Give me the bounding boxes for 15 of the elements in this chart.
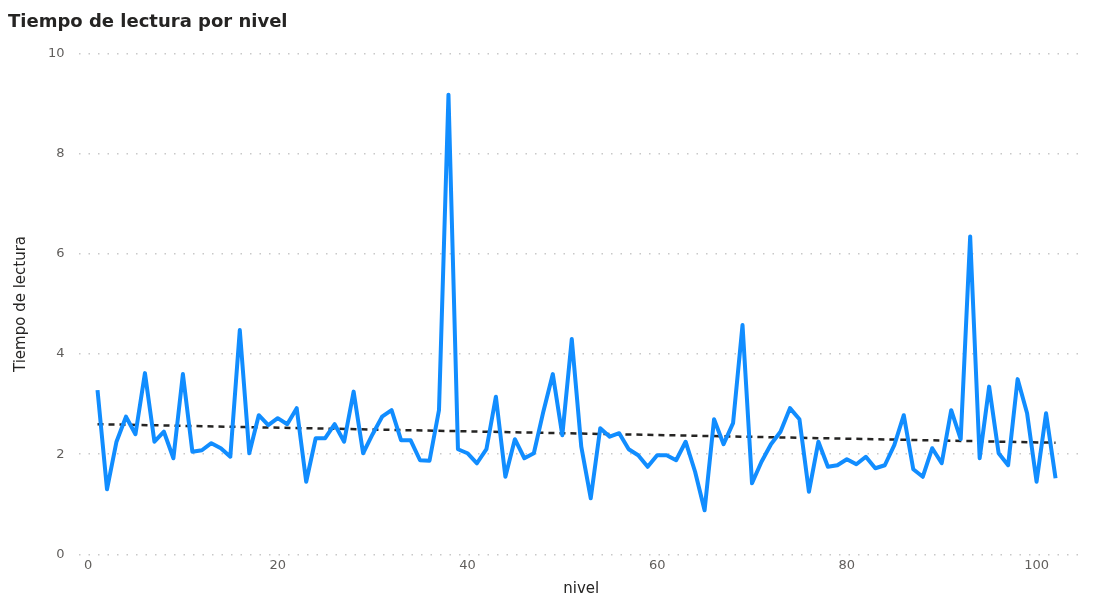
x-tick-label: 80 xyxy=(838,556,856,572)
x-tick-label: 20 xyxy=(269,556,287,572)
y-tick-label: 4 xyxy=(56,345,65,361)
y-tick-label: 10 xyxy=(48,44,65,60)
y-tick-label: 0 xyxy=(56,545,65,561)
y-tick-label: 6 xyxy=(56,245,65,261)
y-tick-label: 2 xyxy=(56,445,65,461)
x-tick-label: 100 xyxy=(1024,556,1049,572)
y-tick-label: 8 xyxy=(56,145,65,161)
x-tick-label: 40 xyxy=(459,556,476,572)
x-tick-label: 0 xyxy=(83,556,93,572)
x-axis-title: nivel xyxy=(563,578,600,597)
chart-title: Tiempo de lectura por nivel xyxy=(8,10,288,32)
x-tick-label: 60 xyxy=(648,556,666,572)
y-axis-title: Tiempo de lectura xyxy=(10,235,29,374)
